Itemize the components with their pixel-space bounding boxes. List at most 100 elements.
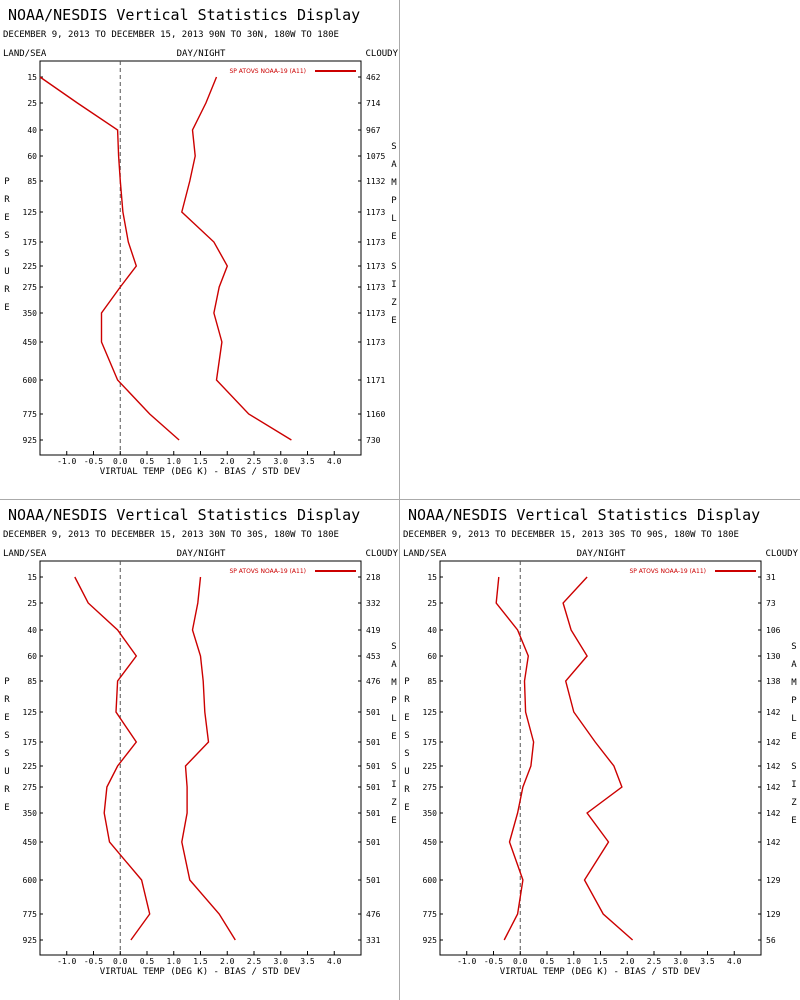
sample-size-label: 462 [366, 73, 381, 82]
chart-title: NOAA/NESDIS Vertical Statistics Display [408, 506, 760, 524]
x-tick-label: 4.0 [327, 957, 342, 966]
bias-line [74, 576, 151, 941]
legend-label: SP ATOVS NOAA-19 (A11) [229, 568, 306, 575]
sample-size-label: 129 [766, 876, 781, 885]
sample-size-label: 1173 [366, 338, 385, 347]
y-tick-label: 125 [23, 708, 38, 717]
y-axis-label-letter: R [4, 785, 10, 795]
sample-size-label: 730 [366, 436, 381, 445]
y-axis-label-letter: S [404, 731, 409, 741]
y-tick-label: 600 [23, 876, 38, 885]
y-axis-label-letter: R [4, 285, 10, 295]
plot-frame [39, 560, 362, 956]
y-tick-label: 125 [23, 208, 38, 217]
sample-size-label: 501 [366, 783, 381, 792]
y-tick-label: 925 [23, 936, 38, 945]
header-cloudy: CLOUDY [365, 549, 398, 559]
x-tick-label: 3.0 [674, 957, 689, 966]
y-tick-label: 450 [423, 838, 438, 847]
chart-svg-bottom-right: NOAA/NESDIS Vertical Statistics Display D… [403, 506, 799, 977]
x-tick-label: -0.5 [84, 457, 103, 466]
x-axis-label: VIRTUAL TEMP (DEG K) - BIAS / STD DEV [100, 967, 301, 977]
sample-size-label: 142 [766, 762, 781, 771]
sample-size-label: 73 [766, 599, 776, 608]
y-axis-label-letter: R [404, 785, 410, 795]
sample-size-label: 501 [366, 809, 381, 818]
sample-size-label: 56 [766, 936, 776, 945]
y-tick-label: 925 [423, 936, 438, 945]
x-tick-label: 2.0 [620, 957, 635, 966]
x-tick-label: 3.5 [700, 957, 715, 966]
x-tick-label: 3.0 [274, 957, 289, 966]
y-tick-label: 275 [23, 783, 38, 792]
y-tick-label: 15 [427, 573, 437, 582]
y-tick-label: 25 [27, 599, 37, 608]
sample-size-label: 1075 [366, 152, 385, 161]
x-tick-label: 0.0 [113, 457, 128, 466]
chart-svg-top-left: NOAA/NESDIS Vertical Statistics Display D… [3, 6, 399, 477]
y-axis-label-letter: U [404, 767, 409, 777]
right-axis-label-letter: E [391, 232, 396, 242]
y-tick-label: 450 [23, 338, 38, 347]
right-axis-label-letter: L [391, 214, 396, 224]
y-tick-label: 175 [423, 738, 438, 747]
right-axis-label-letter: P [391, 696, 397, 706]
y-tick-label: 225 [23, 762, 38, 771]
x-tick-label: 0.5 [540, 957, 555, 966]
sample-size-label: 714 [366, 99, 381, 108]
x-tick-label: -1.0 [57, 957, 76, 966]
sample-size-label: 1160 [366, 410, 385, 419]
y-tick-label: 15 [27, 573, 37, 582]
chart-title: NOAA/NESDIS Vertical Statistics Display [8, 6, 360, 24]
sample-size-label: 142 [766, 738, 781, 747]
std-dev-line [181, 576, 236, 941]
y-tick-label: 775 [23, 910, 38, 919]
y-tick-label: 275 [423, 783, 438, 792]
bias-line [495, 576, 535, 941]
right-axis-label-letter: A [391, 160, 397, 170]
y-axis-label-letter: S [4, 731, 9, 741]
x-tick-label: 2.5 [247, 457, 262, 466]
sample-size-label: 129 [766, 910, 781, 919]
std-dev-line [562, 576, 634, 941]
right-axis-label-letter: S [791, 762, 796, 772]
y-tick-label: 775 [23, 410, 38, 419]
sample-size-label: 501 [366, 876, 381, 885]
y-tick-label: 350 [23, 809, 38, 818]
right-axis-label-letter: P [791, 696, 797, 706]
x-tick-label: -0.5 [484, 957, 503, 966]
right-axis-label-letter: M [391, 678, 397, 688]
sample-size-label: 501 [366, 762, 381, 771]
x-tick-label: 3.5 [300, 957, 315, 966]
vertical-divider-top [399, 0, 400, 500]
sample-size-label: 967 [366, 126, 381, 135]
sample-size-label: 1173 [366, 208, 385, 217]
header-day-night: DAY/NIGHT [177, 549, 226, 559]
y-tick-label: 925 [23, 436, 38, 445]
y-tick-label: 450 [23, 838, 38, 847]
x-tick-label: 2.0 [220, 457, 235, 466]
sample-size-label: 501 [366, 838, 381, 847]
sample-size-label: 419 [366, 626, 381, 635]
sample-size-label: 138 [766, 677, 781, 686]
y-axis-label-letter: R [4, 695, 10, 705]
y-axis-label-letter: E [4, 213, 9, 223]
right-axis-label-letter: Z [791, 798, 797, 808]
header-cloudy: CLOUDY [765, 549, 798, 559]
chart-subtitle: DECEMBER 9, 2013 TO DECEMBER 15, 2013 30… [403, 530, 739, 540]
x-tick-label: 3.0 [274, 457, 289, 466]
header-cloudy: CLOUDY [365, 49, 398, 59]
right-axis-label-letter: I [391, 280, 396, 290]
sample-size-label: 142 [766, 783, 781, 792]
y-axis-label-letter: E [4, 303, 9, 313]
right-axis-label-letter: A [791, 660, 797, 670]
right-axis-label-letter: L [391, 714, 396, 724]
x-tick-label: -1.0 [57, 457, 76, 466]
chart-panel-bottom-right: NOAA/NESDIS Vertical Statistics Display D… [400, 500, 800, 1000]
right-axis-label-letter: S [391, 262, 396, 272]
std-dev-line [181, 76, 292, 441]
sample-size-label: 501 [366, 708, 381, 717]
y-tick-label: 225 [423, 762, 438, 771]
right-axis-label-letter: S [391, 642, 396, 652]
x-tick-label: 1.5 [193, 457, 208, 466]
